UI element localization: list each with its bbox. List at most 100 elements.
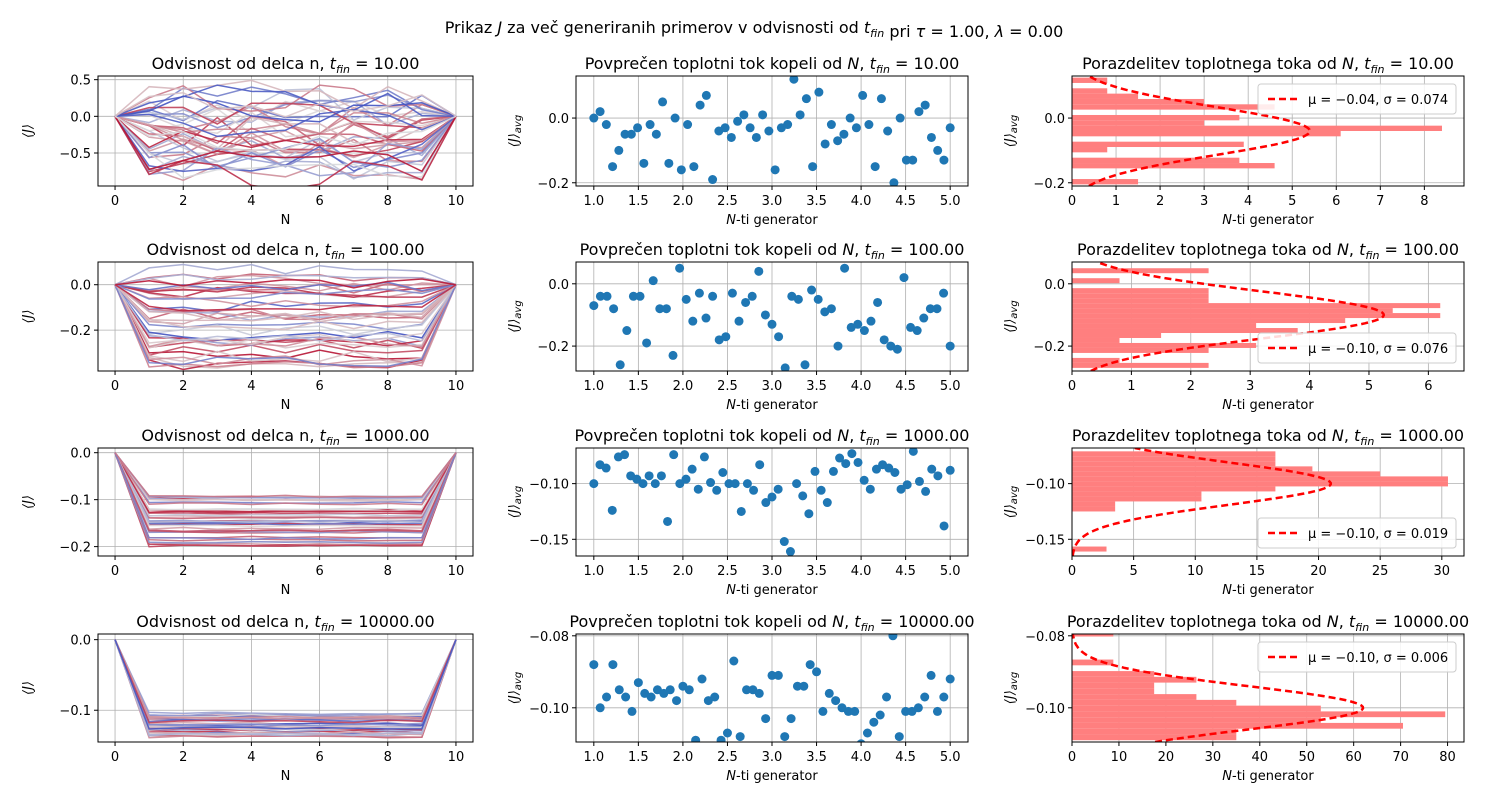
scatter-point <box>722 728 732 738</box>
x-tick-label: 8 <box>384 194 392 209</box>
scatter-point <box>755 460 765 470</box>
x-tick-label: 70 <box>1392 750 1409 765</box>
scatter-point <box>780 363 790 371</box>
scatter-point <box>808 162 818 172</box>
y-tick-label: −0.1 <box>59 704 91 719</box>
panel-title: Odvisnost od delca n, tfin = 10000.00 <box>136 612 434 634</box>
panel-title: Povprečen toplotni tok kopeli od N, tfin… <box>569 612 974 634</box>
x-tick-label: 5.0 <box>940 194 961 209</box>
x-tick-label: 3.5 <box>806 379 827 394</box>
series-line <box>114 452 457 542</box>
scatter-point <box>635 291 645 301</box>
scatter-point <box>899 273 909 283</box>
scatter-point <box>638 479 648 489</box>
scatter-point <box>879 335 889 345</box>
x-ticks: 1.0 1.5 2.0 2.5 3.0 3.5 4.0 4.5 5.0 <box>583 371 961 394</box>
legend-label: μ = −0.10, σ = 0.006 <box>1308 651 1448 666</box>
x-ticks: 1.0 1.5 2.0 2.5 3.0 3.5 4.0 4.5 5.0 <box>583 556 961 579</box>
grid <box>576 634 968 742</box>
x-axis-label: N-ti generator <box>1222 213 1314 228</box>
series-line <box>114 284 457 350</box>
plot-area <box>114 263 457 371</box>
y-tick-label: 0.0 <box>1044 112 1065 127</box>
scatter-point <box>945 341 955 351</box>
scatter-point <box>716 735 726 742</box>
legend-label: μ = −0.10, σ = 0.076 <box>1308 342 1448 357</box>
histogram-bar <box>1072 337 1120 343</box>
x-tick-label: 2.0 <box>673 750 694 765</box>
scatter-point <box>799 681 809 691</box>
y-ticks: −0.2 0.0 <box>537 112 576 192</box>
x-tick-label: 30 <box>1434 564 1451 579</box>
y-tick-label: −0.2 <box>59 324 91 339</box>
scatter-point <box>822 498 832 508</box>
y-tick-label: −0.08 <box>1025 630 1065 645</box>
panel-r1-c2: μ = −0.10, σ = 0.076 0 1 2 3 4 5 6 −0.2 0.0 Porazd… <box>1003 240 1465 413</box>
y-tick-label: 0.5 <box>70 74 91 89</box>
x-tick-label: 1.5 <box>628 564 649 579</box>
scatter-point <box>798 491 808 501</box>
scatter-point <box>718 467 728 477</box>
series-line <box>114 452 457 498</box>
series-line <box>114 115 457 179</box>
x-tick-label: 2 <box>179 750 187 765</box>
y-tick-label: −0.15 <box>529 533 569 548</box>
scatter-point <box>890 467 900 477</box>
series-line <box>114 452 457 532</box>
series-line <box>114 452 457 545</box>
scatter-point <box>601 120 611 130</box>
y-tick-label: 0.0 <box>70 279 91 294</box>
histogram-bar <box>1072 451 1276 457</box>
scatter-point <box>767 319 777 329</box>
scatter-point <box>889 178 899 186</box>
series-line <box>114 639 457 718</box>
histogram-bar <box>1072 471 1381 477</box>
x-tick-label: 5.0 <box>940 564 961 579</box>
y-axis-label: ⟨J⟩avg <box>507 486 524 518</box>
y-tick-label: 0.0 <box>548 278 569 293</box>
scatter-point <box>693 484 703 494</box>
scatter-point <box>773 484 783 494</box>
series-line <box>114 452 457 499</box>
x-tick-label: 8 <box>384 379 392 394</box>
fit-curve <box>1090 262 1386 371</box>
histogram-bar <box>1072 481 1448 487</box>
plot-area <box>1072 448 1448 556</box>
scatter-point <box>826 304 836 314</box>
scatter-point <box>895 113 905 123</box>
histogram-bar <box>1072 546 1107 552</box>
y-ticks: −0.2 0.0 <box>59 279 98 339</box>
series-line <box>114 115 457 152</box>
x-tick-label: 4 <box>1305 379 1313 394</box>
histogram-bar <box>1072 114 1240 121</box>
x-axis-label: N-ti generator <box>726 398 818 413</box>
fit-curve <box>1088 76 1312 186</box>
series-line <box>114 87 457 121</box>
y-ticks: −0.15 −0.10 <box>1025 478 1072 548</box>
histogram-bar <box>1072 456 1276 462</box>
scatter-point <box>873 297 883 307</box>
x-tick-label: 3.0 <box>762 379 783 394</box>
scatter-point <box>908 448 918 456</box>
series-line <box>114 284 457 331</box>
scatter-point <box>595 703 605 713</box>
histogram-bar <box>1072 323 1257 329</box>
series-line <box>114 115 457 179</box>
scatter-point <box>853 319 863 329</box>
x-tick-label: 10 <box>448 564 465 579</box>
histogram-bar <box>1072 501 1116 507</box>
scatter-point <box>792 479 802 489</box>
histogram-bar <box>1072 711 1446 718</box>
y-tick-label: 0.0 <box>70 634 91 649</box>
scatter-point <box>708 175 718 185</box>
legend-box <box>1257 83 1457 115</box>
scatter-point <box>736 506 746 516</box>
y-tick-label: −0.2 <box>59 541 91 556</box>
scatter-point <box>645 120 655 130</box>
panel-r2-c0: 0 2 4 6 8 10 −0.2 −0.1 0.0 Odvisnost od delca n, … <box>21 426 474 598</box>
y-tick-label: −0.10 <box>1025 702 1065 717</box>
x-axis-label: N-ti generator <box>726 769 818 784</box>
scatter-point <box>843 706 853 716</box>
scatter-point <box>853 457 863 467</box>
series-line <box>114 115 457 168</box>
